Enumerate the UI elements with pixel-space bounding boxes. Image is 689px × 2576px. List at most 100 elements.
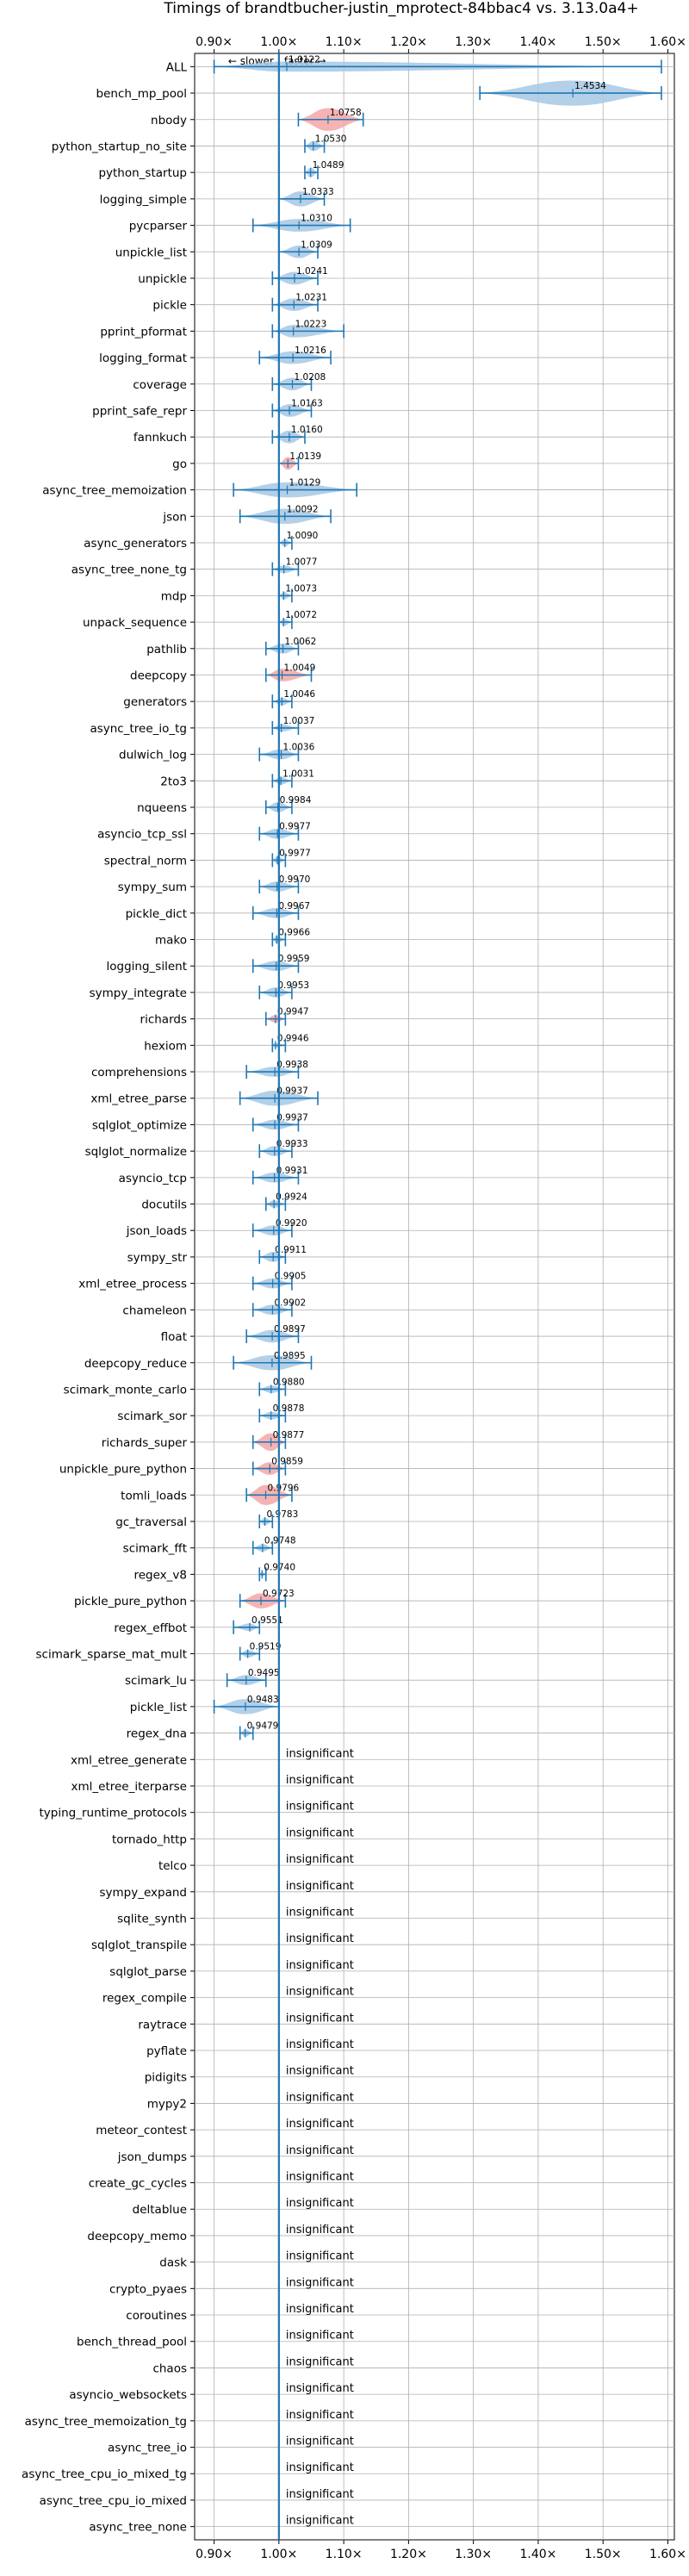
value-label: 1.0758	[330, 108, 362, 118]
insignificant-label: insignificant	[286, 2197, 354, 2210]
row-label: async_tree_cpu_io_mixed_tg	[22, 2467, 187, 2481]
value-label: 0.9977	[279, 822, 311, 832]
value-label: 1.0031	[282, 768, 314, 779]
value-label: 1.0333	[302, 187, 334, 197]
x-tick-label-top: 1.30×	[455, 35, 492, 49]
row-label: nbody	[151, 114, 187, 128]
value-label: 0.9924	[276, 1192, 307, 1203]
insignificant-label: insignificant	[286, 2355, 354, 2368]
insignificant-label: insignificant	[286, 1959, 354, 1972]
row-label: logging_format	[99, 352, 187, 365]
row-label: scimark_monte_carlo	[64, 1383, 187, 1397]
row-label: deepcopy_memo	[87, 2230, 187, 2243]
insignificant-label: insignificant	[286, 2091, 354, 2104]
value-label: 0.9933	[276, 1139, 308, 1149]
row-label: sqlite_synth	[117, 1913, 187, 1926]
row-label: unpack_sequence	[83, 616, 187, 630]
value-label: 1.0223	[295, 319, 327, 329]
row-label: async_generators	[84, 537, 187, 551]
row-label: sympy_expand	[99, 1886, 187, 1900]
row-label: dask	[159, 2256, 187, 2270]
value-label: 0.9519	[250, 1641, 282, 1652]
value-label: 1.0208	[295, 372, 326, 383]
value-label: 1.0092	[287, 504, 319, 514]
row-label: async_tree_memoization_tg	[25, 2415, 187, 2429]
row-label: ALL	[166, 60, 188, 74]
x-tick-label-top: 1.60×	[649, 35, 686, 49]
row-label: logging_simple	[100, 193, 187, 207]
value-label: 1.0163	[291, 398, 323, 408]
row-label: bench_thread_pool	[77, 2336, 187, 2349]
insignificant-label: insignificant	[286, 1907, 354, 1920]
row-label: gc_traversal	[115, 1515, 187, 1529]
x-tick-label-top: 1.20×	[390, 35, 427, 49]
row-label: coverage	[133, 378, 187, 392]
row-label: async_tree_io_tg	[90, 722, 187, 736]
value-label: 0.9959	[278, 954, 310, 964]
row-label: scimark_sor	[117, 1409, 187, 1423]
value-label: 0.9905	[275, 1272, 307, 1282]
row-label: xml_etree_iterparse	[71, 1780, 188, 1794]
row-label: pyflate	[146, 2044, 187, 2058]
row-label: richards	[140, 1013, 187, 1027]
value-label: 0.9551	[251, 1615, 283, 1626]
x-tick-label-bottom: 1.40×	[519, 2548, 556, 2561]
value-label: 0.9880	[273, 1377, 305, 1387]
insignificant-label: insignificant	[286, 2515, 354, 2528]
value-label: 0.9495	[248, 1668, 280, 1678]
value-label: 0.9878	[273, 1403, 305, 1414]
value-label: 0.9970	[279, 874, 311, 885]
insignificant-label: insignificant	[286, 2276, 354, 2289]
value-label: 0.9783	[267, 1509, 299, 1520]
row-label: unpickle_pure_python	[59, 1463, 187, 1477]
value-label: 1.0090	[287, 531, 319, 541]
insignificant-label: insignificant	[286, 1774, 354, 1787]
row-label: dulwich_log	[119, 749, 187, 762]
value-label: 0.9931	[276, 1166, 308, 1176]
row-label: xml_etree_parse	[90, 1092, 187, 1106]
row-label: scimark_lu	[125, 1674, 187, 1688]
value-label: 1.0489	[313, 160, 344, 171]
value-label: 0.9953	[277, 980, 309, 991]
row-label: asyncio_tcp_ssl	[97, 828, 187, 842]
insignificant-label: insignificant	[286, 1986, 354, 1999]
value-label: 0.9937	[276, 1112, 308, 1123]
insignificant-label: insignificant	[286, 1853, 354, 1866]
insignificant-label: insignificant	[286, 2488, 354, 2501]
value-label: 1.0309	[301, 240, 332, 250]
value-label: 1.0046	[283, 689, 315, 700]
row-label: sqlglot_optimize	[92, 1118, 187, 1132]
value-label: 0.9902	[274, 1297, 306, 1308]
value-label: 0.9966	[278, 928, 310, 938]
value-label: 1.4534	[574, 81, 606, 91]
row-label: nqueens	[137, 801, 187, 815]
row-label: regex_dna	[127, 1727, 187, 1741]
row-label: async_tree_io	[108, 2442, 187, 2455]
row-label: deepcopy_reduce	[84, 1357, 187, 1371]
row-label: regex_effbot	[114, 1621, 187, 1635]
row-label: python_startup	[98, 166, 187, 180]
row-label: meteor_contest	[96, 2124, 187, 2137]
row-label: create_gc_cycles	[89, 2177, 187, 2191]
row-label: scimark_fft	[123, 1542, 187, 1556]
row-label: pickle_list	[130, 1701, 187, 1714]
row-label: python_startup_no_site	[52, 140, 187, 153]
value-label: 1.0160	[291, 425, 323, 435]
row-label: unpickle	[138, 272, 187, 286]
x-tick-label-top: 1.50×	[585, 35, 622, 49]
row-label: pathlib	[146, 643, 187, 656]
value-label: 1.0129	[289, 478, 321, 488]
row-label: float	[161, 1330, 187, 1344]
row-label: bench_mp_pool	[96, 87, 187, 101]
row-label: pprint_safe_repr	[92, 404, 187, 418]
value-label: 1.0073	[285, 583, 317, 594]
value-label: 1.0077	[286, 557, 318, 568]
row-label: json	[162, 510, 187, 524]
row-label: 2to3	[160, 775, 187, 788]
value-label: 1.0036	[283, 743, 315, 753]
value-label: 1.0241	[296, 266, 328, 277]
value-label: 0.9967	[278, 901, 310, 912]
row-label: raytrace	[138, 2018, 187, 2032]
value-label: 0.9937	[276, 1086, 308, 1097]
row-label: async_tree_cpu_io_mixed	[40, 2494, 187, 2508]
